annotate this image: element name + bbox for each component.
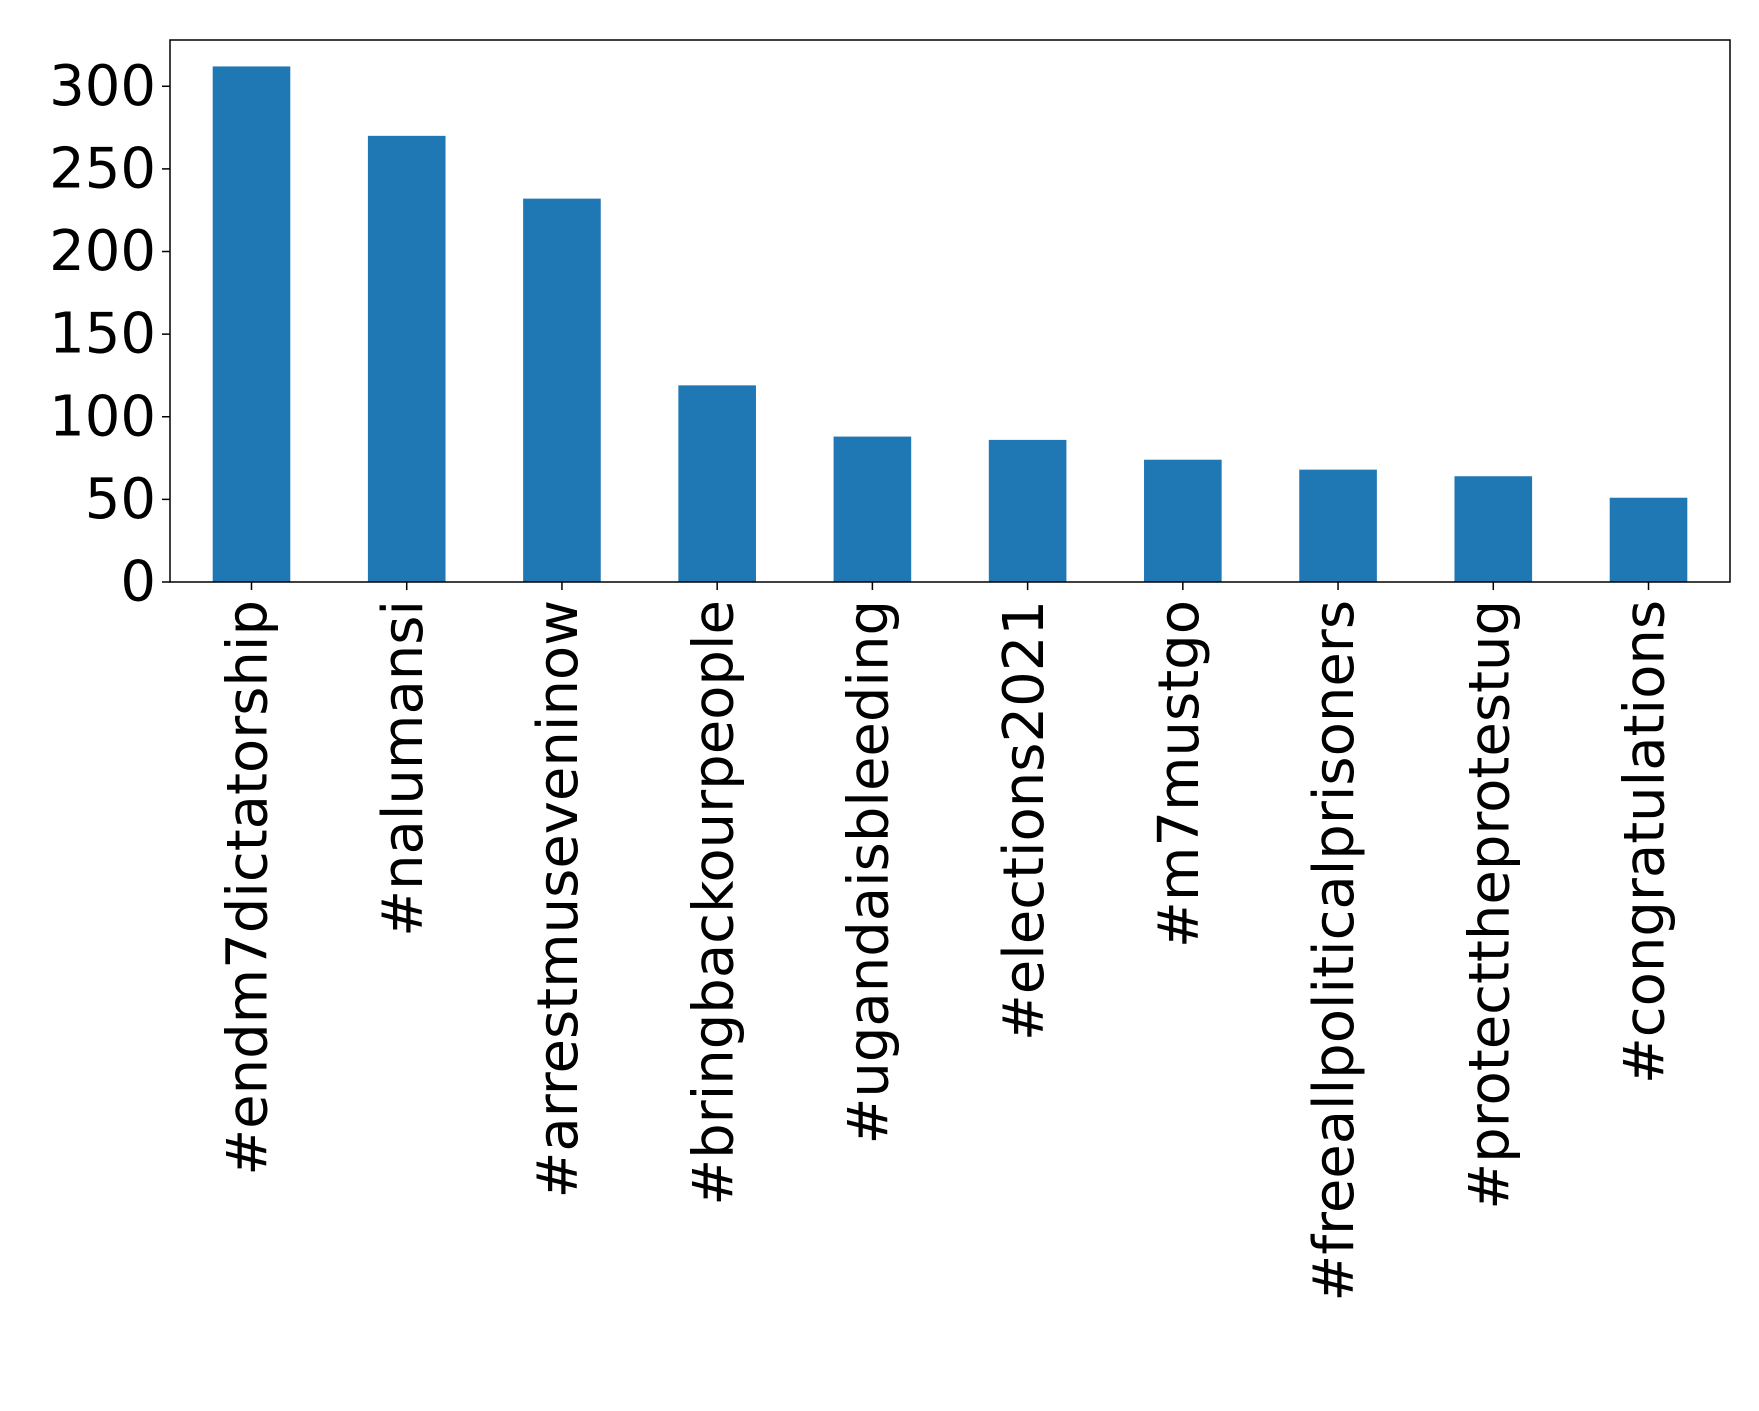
y-tick-label: 150: [49, 302, 156, 367]
plot-frame: [169, 39, 1731, 583]
bar-bringbackourpeople: [678, 385, 756, 582]
y-axis: 0 50 100 150 200 250 300: [49, 54, 170, 615]
bars: [212, 66, 1688, 582]
bar-m7mustgo: [1144, 459, 1222, 582]
x-tick-label: #nalumansi: [371, 600, 436, 937]
bar-elections2021: [988, 439, 1067, 582]
y-tick-label: 250: [49, 136, 156, 201]
x-tick-label: #ugandaisbleeding: [837, 600, 902, 1145]
x-tick-label: #freeallpoliticalprisoners: [1302, 600, 1367, 1302]
x-axis: #endm7dictatorship #nalumansi #arrestmusev…: [216, 582, 1678, 1302]
y-tick-label: 0: [120, 550, 156, 615]
bar-ugandaisbleeding: [833, 436, 912, 582]
x-tick-label: #arrestmuseveninow: [526, 600, 591, 1199]
y-tick-label: 100: [49, 384, 156, 449]
bar-nalumansi: [367, 135, 446, 582]
y-tick-label: 300: [49, 54, 156, 119]
x-tick-label: #endm7dictatorship: [216, 600, 281, 1176]
bar-congratulations: [1609, 497, 1688, 582]
x-tick-label: #protecttheprotestug: [1457, 600, 1522, 1210]
y-tick-label: 200: [49, 219, 156, 284]
x-tick-label: #m7mustgo: [1147, 600, 1212, 948]
x-tick-label: #elections2021: [992, 600, 1057, 1041]
bar-protecttheprotestug: [1454, 476, 1533, 582]
y-tick-label: 50: [85, 467, 156, 532]
bar-endm7dictatorship: [212, 66, 291, 582]
bar-freeallpoliticalprisoners: [1299, 469, 1377, 582]
x-tick-label: #bringbackourpeople: [681, 600, 746, 1206]
bar-arrestmuseveninow: [523, 198, 601, 582]
x-tick-label: #congratulations: [1613, 600, 1678, 1084]
